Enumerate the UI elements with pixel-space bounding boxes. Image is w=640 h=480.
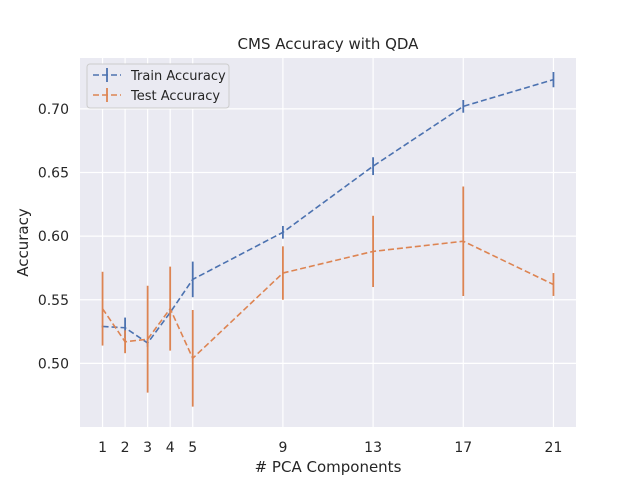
x-tick-label: 9 [278,440,287,456]
legend-item: Train Accuracy [93,68,226,84]
y-axis-ticks: 0.50 0.55 0.60 0.65 0.70 [38,102,69,372]
legend-label: Test Accuracy [130,89,220,104]
x-tick-label: 5 [188,440,197,456]
series-1 [101,186,555,407]
legend-label: Train Accuracy [130,69,226,84]
x-axis-label: # PCA Components [255,458,402,476]
series-0 [101,71,555,347]
x-tick-label: 13 [364,440,382,456]
y-tick-label: 0.60 [38,229,69,245]
legend-item: Test Accuracy [93,88,220,104]
series-layer [101,71,555,407]
x-tick-label: 21 [545,440,563,456]
plot-area [80,58,576,427]
x-axis-ticks: 1 2 3 4 5 9 13 17 21 [98,440,562,456]
y-tick-label: 0.55 [38,293,69,309]
x-tick-label: 2 [121,440,130,456]
x-tick-label: 17 [454,440,472,456]
x-tick-label: 1 [98,440,107,456]
y-tick-label: 0.50 [38,356,69,372]
y-tick-label: 0.70 [38,102,69,118]
x-tick-label: 4 [166,440,175,456]
y-axis-label: Accuracy [14,208,32,277]
chart-title: CMS Accuracy with QDA [238,35,420,53]
x-tick-label: 3 [143,440,152,456]
legend: Train Accuracy Test Accuracy [86,63,230,109]
grid [80,58,576,427]
y-tick-label: 0.65 [38,166,69,182]
legend-box [86,63,230,109]
